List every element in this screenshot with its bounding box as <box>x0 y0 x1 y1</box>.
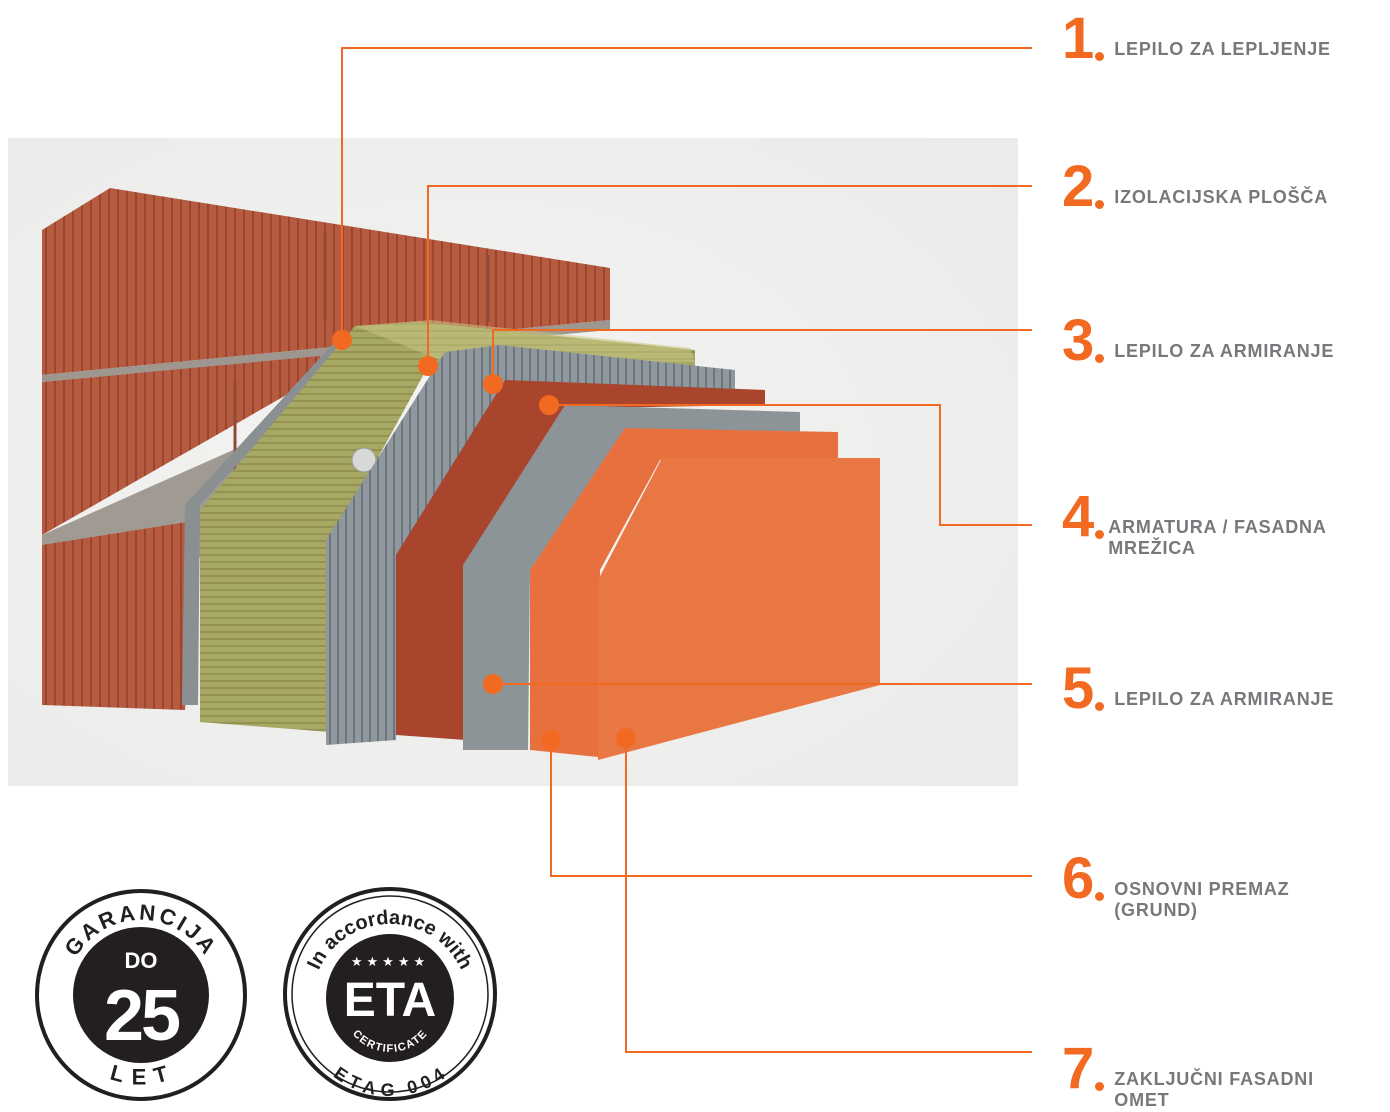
layer-number: 2 <box>1062 154 1094 219</box>
layer-label-2: 2 IZOLACIJSKA PLOŠČA <box>1062 158 1328 216</box>
leader-dots <box>332 330 636 750</box>
layer-text: OSNOVNI PREMAZ (GRUND) <box>1114 879 1290 920</box>
eta-certificate-badge: In accordance with ETAG 004 ★★★★★ ETA CE… <box>283 887 497 1101</box>
layer-number: 7 <box>1062 1036 1094 1101</box>
layer-number: 5 <box>1062 656 1094 721</box>
number-dot <box>1095 530 1105 539</box>
layer-number: 6 <box>1062 846 1094 911</box>
stars-icon: ★★★★★ <box>351 955 429 970</box>
layer-text: LEPILO ZA LEPLJENJE <box>1114 39 1331 59</box>
layer-label-1: 1 LEPILO ZA LEPLJENJE <box>1062 10 1331 68</box>
layer-number: 1 <box>1062 6 1094 71</box>
number-dot <box>1095 354 1105 363</box>
layer-adhesive-3 <box>326 345 735 745</box>
layer-text: ZAKLJUČNI FASADNI OMET <box>1114 1069 1314 1110</box>
number-dot <box>1095 1082 1105 1091</box>
eta-title: ETA <box>344 974 436 1027</box>
layer-text: ARMATURA / FASADNA MREŽICA <box>1108 517 1327 558</box>
layer-label-5: 5 LEPILO ZA ARMIRANJE <box>1062 660 1334 718</box>
guarantee-badge: GARANCIJA LET DO 25 <box>35 889 247 1101</box>
layer-primer <box>530 428 838 757</box>
layer-label-3: 3 LEPILO ZA ARMIRANJE <box>1062 312 1334 370</box>
layer-insulation <box>200 322 695 732</box>
guarantee-prefix: DO <box>125 948 158 973</box>
svg-text:LET: LET <box>108 1060 175 1090</box>
layer-number: 3 <box>1062 308 1094 373</box>
number-dot <box>1095 702 1105 711</box>
leader-lines <box>341 47 1032 1053</box>
layer-text: IZOLACIJSKA PLOŠČA <box>1114 187 1329 207</box>
number-dot <box>1095 892 1105 901</box>
layer-adhesive-5 <box>463 405 800 750</box>
layer-number: 4 <box>1062 484 1094 549</box>
guarantee-value: 25 <box>104 976 180 1056</box>
layer-label-6: 6 OSNOVNI PREMAZ (GRUND) <box>1062 850 1289 921</box>
layer-text: LEPILO ZA ARMIRANJE <box>1114 341 1335 361</box>
number-dot <box>1095 200 1105 209</box>
guarantee-bottom-text: LET <box>108 1060 171 1090</box>
layer-mesh <box>396 380 765 740</box>
layer-text: LEPILO ZA ARMIRANJE <box>1114 689 1335 709</box>
number-dot <box>1095 52 1105 61</box>
layer-label-4: 4 ARMATURA / FASADNA MREŽICA <box>1062 488 1327 559</box>
layer-label-7: 7 ZAKLJUČNI FASADNI OMET <box>1062 1040 1314 1111</box>
